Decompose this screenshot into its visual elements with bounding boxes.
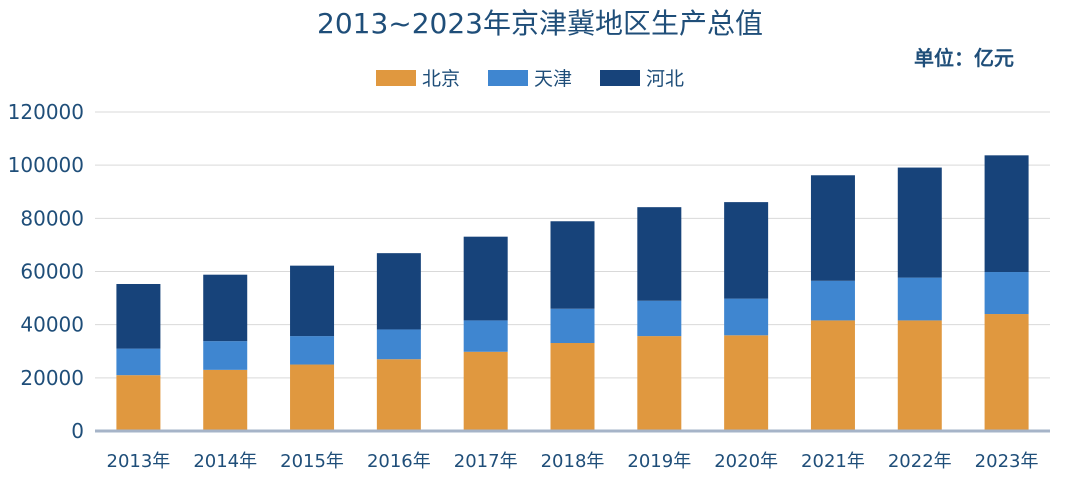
y-tick-label: 100000 <box>8 153 84 177</box>
x-tick-label: 2020年 <box>714 451 778 472</box>
legend-swatch-河北 <box>600 70 640 86</box>
bar-河北-2019年 <box>637 207 682 301</box>
bar-河北-2023年 <box>984 155 1029 273</box>
bar-北京-2019年 <box>637 336 682 431</box>
bar-河北-2016年 <box>376 253 421 330</box>
legend-label-北京: 北京 <box>422 68 460 90</box>
legend-swatch-天津 <box>488 70 528 86</box>
bar-北京-2021年 <box>810 320 855 431</box>
bar-天津-2023年 <box>984 272 1029 315</box>
x-tick-label: 2021年 <box>801 451 865 472</box>
y-tick-label: 80000 <box>20 206 84 230</box>
bar-天津-2020年 <box>724 298 769 336</box>
bar-天津-2015年 <box>290 336 335 365</box>
bar-河北-2014年 <box>203 274 248 342</box>
bar-天津-2018年 <box>550 308 595 344</box>
x-tick-label: 2016年 <box>367 451 431 472</box>
bar-天津-2019年 <box>637 300 682 337</box>
x-tick-label: 2014年 <box>193 451 257 472</box>
bar-北京-2014年 <box>203 369 248 431</box>
unit-label: 单位：亿元 <box>914 46 1014 70</box>
bar-天津-2017年 <box>463 320 508 352</box>
bar-河北-2017年 <box>463 236 508 321</box>
x-tick-label: 2022年 <box>888 451 952 472</box>
bar-河北-2022年 <box>897 167 942 278</box>
bar-北京-2020年 <box>724 335 769 431</box>
bar-北京-2023年 <box>984 314 1029 431</box>
legend-label-天津: 天津 <box>534 68 572 90</box>
x-tick-label: 2023年 <box>975 451 1039 472</box>
bar-北京-2015年 <box>290 364 335 431</box>
x-tick-label: 2015年 <box>280 451 344 472</box>
bar-北京-2016年 <box>376 359 421 431</box>
bar-河北-2020年 <box>724 202 769 299</box>
legend-label-河北: 河北 <box>646 68 684 90</box>
x-tick-label: 2017年 <box>454 451 518 472</box>
bar-河北-2021年 <box>810 175 855 281</box>
x-tick-label: 2019年 <box>627 451 691 472</box>
bar-河北-2013年 <box>116 283 161 349</box>
bar-北京-2022年 <box>897 320 942 431</box>
bar-天津-2016年 <box>376 329 421 360</box>
bar-河北-2015年 <box>290 265 335 337</box>
bar-天津-2022年 <box>897 277 942 321</box>
bar-北京-2018年 <box>550 343 595 431</box>
bar-河北-2018年 <box>550 221 595 309</box>
x-tick-label: 2018年 <box>541 451 605 472</box>
bar-天津-2014年 <box>203 341 248 370</box>
y-tick-label: 20000 <box>20 366 84 390</box>
y-tick-label: 120000 <box>8 100 84 124</box>
legend-swatch-北京 <box>376 70 416 86</box>
chart-title: 2013~2023年京津冀地区生产总值 <box>317 7 763 40</box>
bar-天津-2021年 <box>810 280 855 321</box>
bar-天津-2013年 <box>116 348 161 376</box>
y-tick-label: 40000 <box>20 313 84 337</box>
y-tick-label: 0 <box>71 419 84 443</box>
bar-北京-2013年 <box>116 375 161 431</box>
x-tick-label: 2013年 <box>107 451 171 472</box>
bar-北京-2017年 <box>463 351 508 431</box>
y-tick-label: 60000 <box>20 260 84 284</box>
